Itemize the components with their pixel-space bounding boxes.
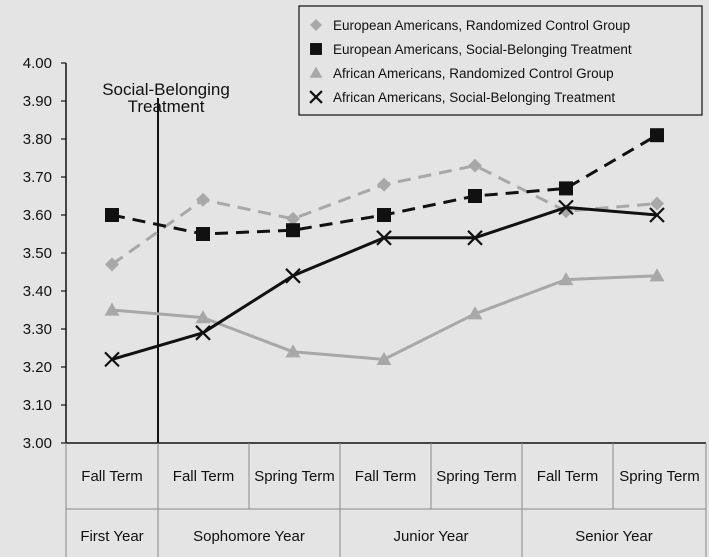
x-term-label: Fall Term bbox=[173, 468, 234, 485]
diamond-marker bbox=[377, 177, 391, 192]
x-year-label: Sophomore Year bbox=[193, 528, 305, 545]
square-marker bbox=[286, 223, 300, 238]
diamond-marker bbox=[468, 158, 482, 173]
triangle-marker bbox=[195, 310, 211, 324]
square-marker bbox=[196, 227, 210, 241]
x-term-label: Spring Term bbox=[254, 468, 335, 485]
diamond-marker bbox=[196, 192, 210, 207]
x-marker bbox=[195, 325, 211, 341]
series-2 bbox=[104, 268, 665, 366]
triangle-marker bbox=[104, 302, 120, 316]
x-year-label: First Year bbox=[80, 528, 143, 545]
x-term-label: Fall Term bbox=[81, 468, 142, 485]
legend: European Americans, Randomized Control G… bbox=[298, 5, 703, 116]
series-1 bbox=[105, 128, 664, 241]
x-marker bbox=[285, 268, 301, 284]
y-tick-label: 3.40 bbox=[23, 283, 52, 300]
x-marker bbox=[649, 207, 665, 223]
square-marker bbox=[105, 208, 119, 222]
x-axis-table: Fall Term Fall Term Spring Term Fall Term Sp… bbox=[65, 443, 707, 557]
y-tick-label: 3.30 bbox=[23, 321, 52, 338]
triangle-marker bbox=[376, 351, 392, 366]
diamond-marker bbox=[310, 19, 322, 31]
axes: 4.00 3.90 3.80 3.70 3.60 3.50 3.40 3.30 3.20 3.10… bbox=[23, 55, 706, 452]
legend-label: European Americans, Randomized Control G… bbox=[333, 18, 630, 33]
y-tick-label: 3.70 bbox=[23, 169, 52, 186]
y-tick-label: 4.00 bbox=[23, 55, 52, 72]
x-term-label: Fall Term bbox=[355, 468, 416, 485]
x-term-label: Spring Term bbox=[436, 468, 517, 485]
legend-label: African Americans, Randomized Control Gr… bbox=[333, 66, 614, 81]
series-group bbox=[104, 128, 665, 368]
legend-label: African Americans, Social-Belonging Trea… bbox=[333, 90, 615, 105]
triangle-marker bbox=[285, 344, 301, 358]
x-marker bbox=[558, 199, 574, 216]
square-marker bbox=[650, 128, 664, 143]
y-tick-label: 3.50 bbox=[23, 245, 52, 262]
diamond-marker bbox=[105, 257, 119, 272]
square-marker bbox=[559, 181, 573, 196]
y-tick-label: 3.60 bbox=[23, 207, 52, 224]
triangle-marker bbox=[309, 66, 323, 78]
x-term-label: Fall Term bbox=[537, 468, 598, 485]
treatment-label: Social-Belonging bbox=[102, 80, 230, 99]
series-3 bbox=[104, 199, 665, 368]
square-marker bbox=[377, 208, 391, 222]
x-marker bbox=[467, 230, 483, 246]
square-marker bbox=[310, 43, 322, 55]
square-marker bbox=[468, 189, 482, 203]
treatment-label: Treatment bbox=[128, 97, 205, 116]
y-tick-label: 3.90 bbox=[23, 93, 52, 110]
x-year-label: Junior Year bbox=[393, 528, 468, 545]
triangle-marker bbox=[467, 306, 483, 320]
triangle-marker bbox=[649, 268, 665, 282]
diamond-marker bbox=[650, 196, 664, 211]
x-marker bbox=[309, 90, 323, 104]
y-tick-label: 3.00 bbox=[23, 435, 52, 452]
y-tick-label: 3.10 bbox=[23, 397, 52, 414]
x-marker bbox=[104, 351, 120, 368]
y-tick-label: 3.80 bbox=[23, 131, 52, 148]
legend-label: European Americans, Social-Belonging Tre… bbox=[333, 42, 632, 57]
legend-box bbox=[298, 5, 703, 116]
y-tick-label: 3.20 bbox=[23, 359, 52, 376]
x-marker bbox=[376, 230, 392, 246]
x-term-label: Spring Term bbox=[619, 468, 700, 485]
x-year-label: Senior Year bbox=[575, 528, 653, 545]
triangle-marker bbox=[558, 272, 574, 286]
diamond-marker bbox=[286, 211, 300, 226]
